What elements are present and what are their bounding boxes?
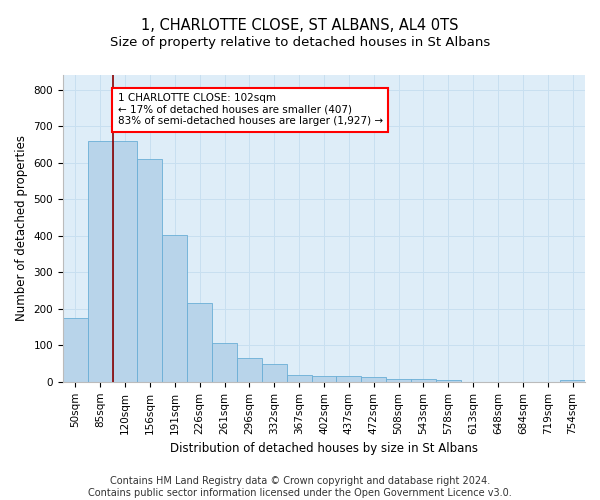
Bar [262,364,287,382]
Text: Contains HM Land Registry data © Crown copyright and database right 2024.
Contai: Contains HM Land Registry data © Crown c… [88,476,512,498]
Bar [212,342,237,382]
Bar [187,302,212,382]
Bar [137,159,163,382]
Bar [560,380,585,382]
Bar [113,140,137,382]
Text: 1 CHARLOTTE CLOSE: 102sqm
← 17% of detached houses are smaller (407)
83% of semi: 1 CHARLOTTE CLOSE: 102sqm ← 17% of detac… [118,94,383,126]
Y-axis label: Number of detached properties: Number of detached properties [15,136,28,322]
Bar [88,140,113,382]
X-axis label: Distribution of detached houses by size in St Albans: Distribution of detached houses by size … [170,442,478,455]
Bar [411,380,436,382]
Bar [436,380,461,382]
Bar [287,374,311,382]
Bar [337,376,361,382]
Text: 1, CHARLOTTE CLOSE, ST ALBANS, AL4 0TS: 1, CHARLOTTE CLOSE, ST ALBANS, AL4 0TS [141,18,459,32]
Bar [386,380,411,382]
Bar [163,235,187,382]
Bar [361,377,386,382]
Bar [63,318,88,382]
Text: Size of property relative to detached houses in St Albans: Size of property relative to detached ho… [110,36,490,49]
Bar [311,376,337,382]
Bar [237,358,262,382]
